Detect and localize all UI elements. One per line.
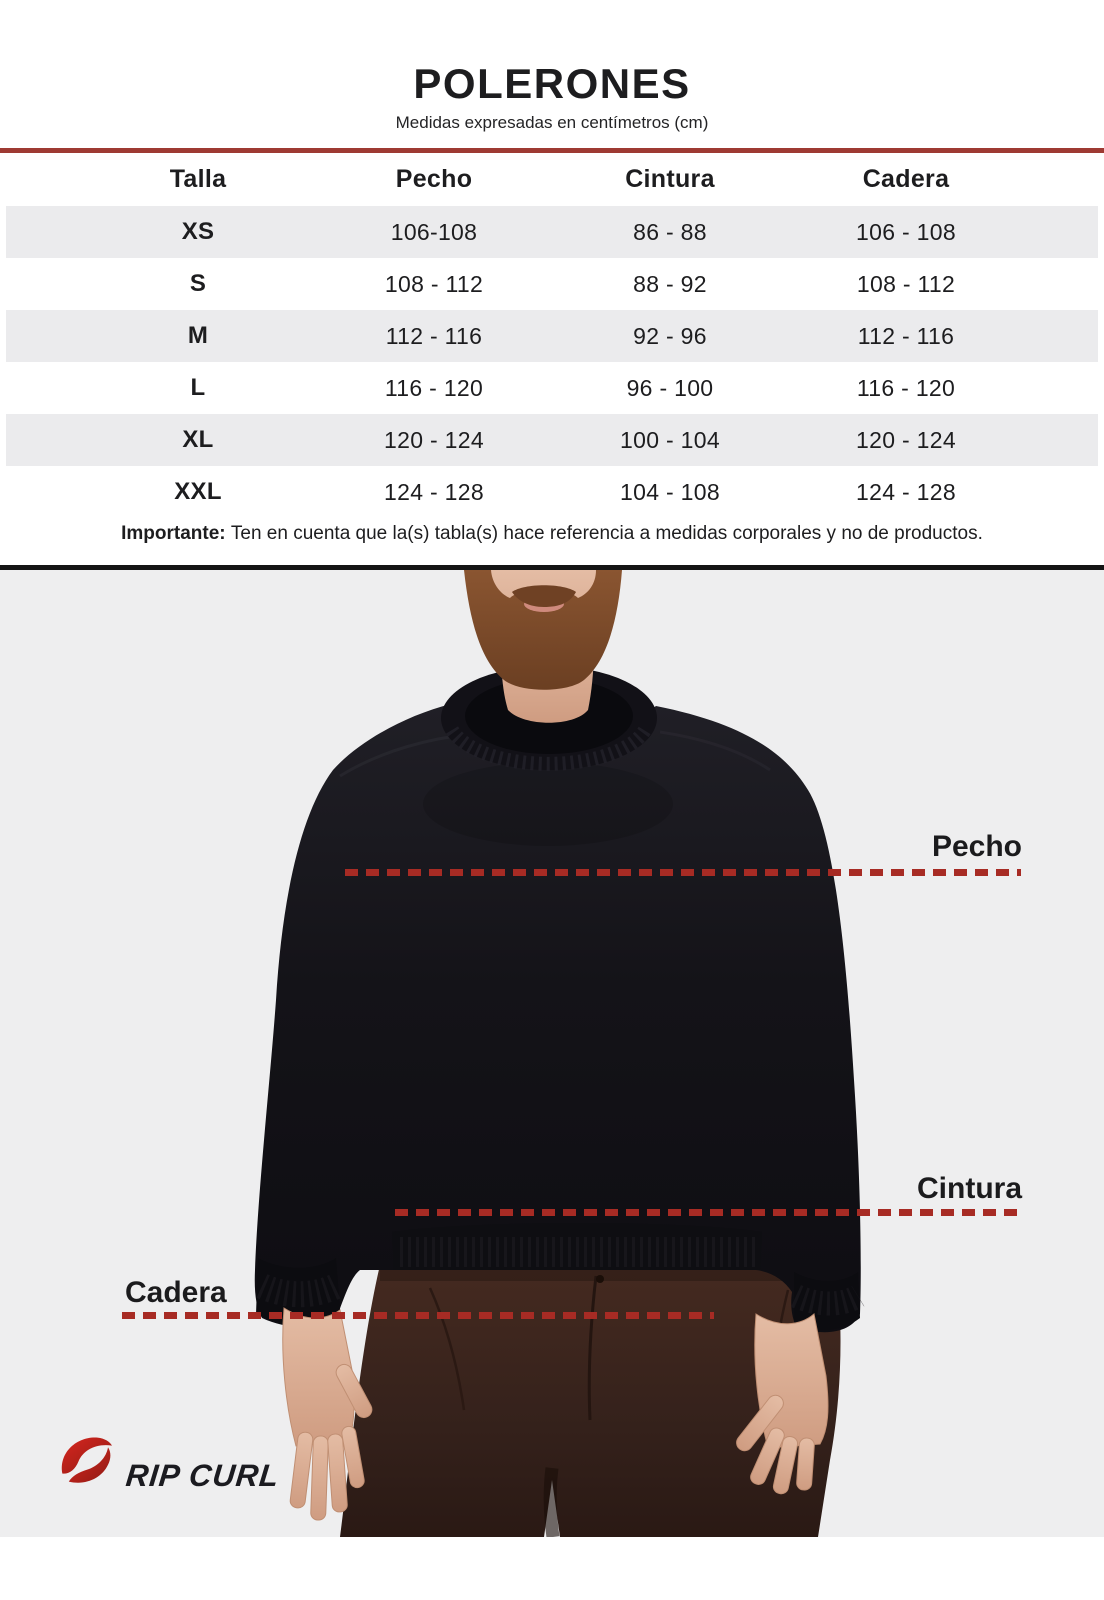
table-row: M 112 - 116 92 - 96 112 - 116 — [6, 310, 1098, 362]
col-header-cintura: Cintura — [625, 165, 715, 193]
cintura-value: 104 - 108 — [620, 478, 720, 505]
cadera-value: 106 - 108 — [856, 218, 956, 245]
cintura-value: 96 - 100 — [626, 374, 714, 401]
col-header-talla: Talla — [169, 165, 227, 193]
size-label: XXL — [174, 478, 222, 505]
cadera-measure-line — [122, 1312, 714, 1319]
cadera-value: 124 - 128 — [856, 478, 956, 505]
important-note: Importante: Ten en cuenta que la(s) tabl… — [0, 523, 1104, 545]
col-header-cadera: Cadera — [862, 165, 950, 193]
col-header-pecho: Pecho — [395, 165, 473, 193]
brand-logo: RIP CURL — [56, 1432, 282, 1496]
cadera-measure-label: Cadera — [125, 1276, 227, 1309]
table-row: XS 106-108 86 - 88 106 - 108 — [6, 206, 1098, 258]
page-title: POLERONES — [413, 60, 691, 107]
pecho-measure-label: Pecho — [931, 830, 1022, 863]
model-photo-illustration — [0, 570, 1104, 1537]
size-label: XS — [181, 218, 215, 245]
cintura-value: 92 - 96 — [633, 322, 707, 349]
size-label: L — [190, 374, 206, 401]
model-head-illustration — [441, 570, 657, 771]
pecho-value: 106-108 — [390, 218, 478, 245]
size-label: S — [189, 270, 207, 297]
table-header-row: Talla Pecho Cintura Cadera — [0, 153, 1104, 206]
hands-illustration — [282, 1307, 829, 1521]
size-label: M — [187, 322, 209, 349]
pecho-value: 116 - 120 — [384, 374, 484, 401]
pecho-measure-line — [345, 869, 1021, 876]
ripcurl-wave-icon — [61, 1437, 112, 1483]
pecho-value: 108 - 112 — [384, 270, 484, 297]
pecho-value: 112 - 116 — [385, 322, 483, 349]
cintura-value: 88 - 92 — [633, 270, 707, 297]
black-divider — [0, 565, 1104, 570]
cintura-value: 86 - 88 — [633, 218, 707, 245]
cadera-value: 120 - 124 — [856, 426, 956, 453]
size-label: XL — [182, 426, 214, 453]
cintura-measure-label: Cintura — [917, 1172, 1022, 1205]
table-row: L 116 - 120 96 - 100 116 - 120 — [0, 362, 1104, 414]
cadera-value: 108 - 112 — [856, 270, 956, 297]
brand-wordmark: RIP CURL — [124, 1458, 282, 1493]
cadera-value: 116 - 120 — [856, 374, 956, 401]
cintura-value: 100 - 104 — [620, 426, 720, 453]
important-note-label: Importante: — [121, 523, 226, 544]
page-subtitle: Medidas expresadas en centímetros (cm) — [395, 113, 709, 132]
table-row: XL 120 - 124 100 - 104 120 - 124 — [6, 414, 1098, 466]
important-note-text: Ten en cuenta que la(s) tabla(s) hace re… — [230, 523, 983, 544]
red-divider — [0, 148, 1104, 153]
pecho-value: 124 - 128 — [384, 478, 484, 505]
cintura-measure-line — [395, 1209, 1017, 1216]
table-row: XXL 124 - 128 104 - 108 124 - 128 — [0, 466, 1104, 518]
model-photo — [0, 570, 1104, 1537]
cadera-value: 112 - 116 — [857, 322, 955, 349]
size-table: Talla Pecho Cintura Cadera XS 106-108 86… — [0, 153, 1104, 518]
table-row: S 108 - 112 88 - 92 108 - 112 — [0, 258, 1104, 310]
sweatshirt-illustration — [254, 704, 865, 1333]
pecho-value: 120 - 124 — [384, 426, 484, 453]
